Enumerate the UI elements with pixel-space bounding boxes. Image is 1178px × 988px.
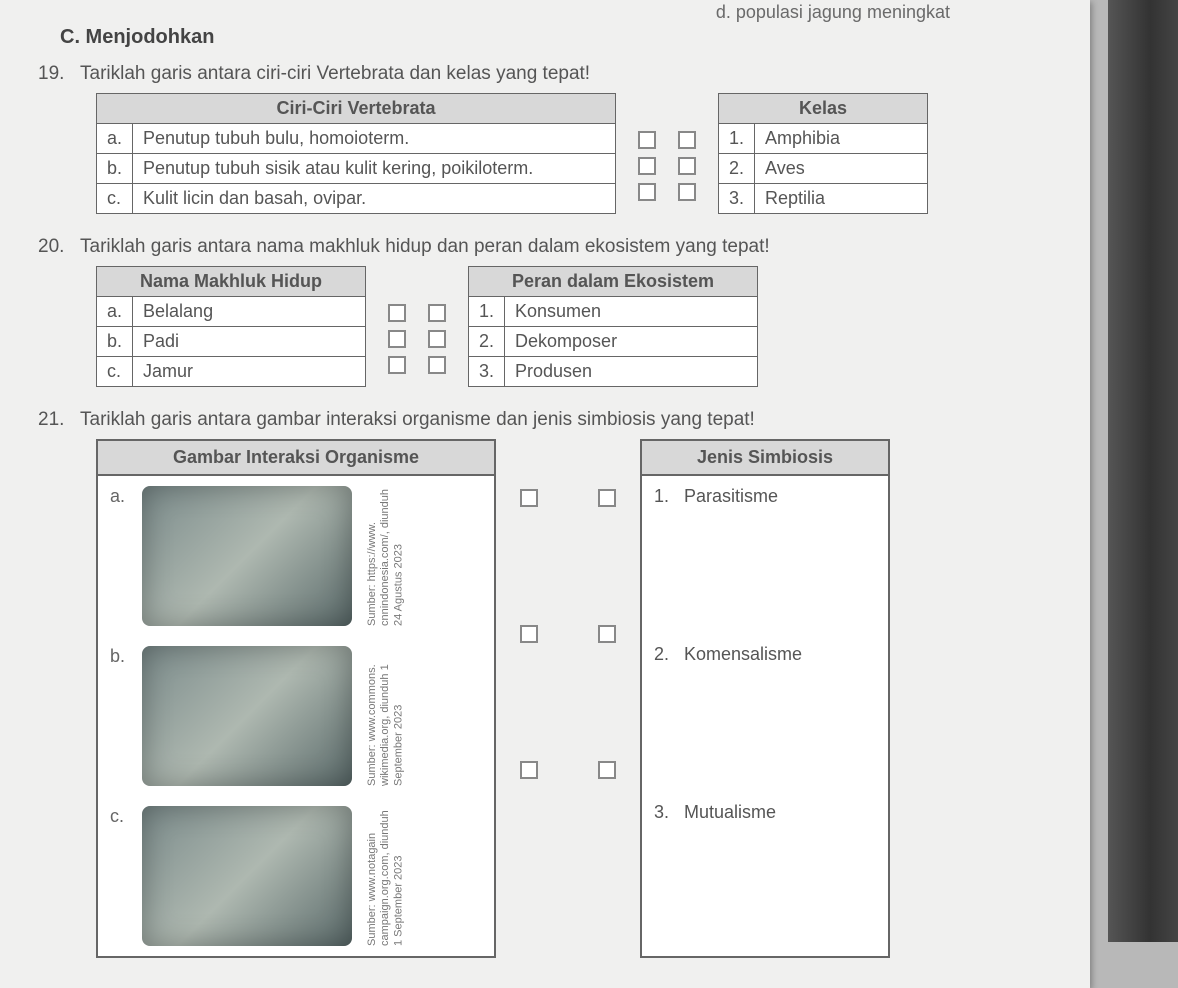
image-source: Sumber: www.commons. wikimedia.org, diun… [366, 646, 406, 786]
checkbox[interactable] [598, 761, 616, 779]
q20-right-header: Peran dalam Ekosistem [469, 267, 758, 297]
q21-left-header: Gambar Interaksi Organisme [98, 441, 494, 476]
checkbox[interactable] [428, 356, 446, 374]
q20-right-table: Peran dalam Ekosistem 1.Konsumen 2.Dekom… [468, 266, 758, 387]
image-row-a: a. Sumber: https://www. cnnindonesia.com… [98, 476, 494, 636]
worksheet-page: d. populasi jagung meningkat C. Menjodoh… [0, 0, 1090, 988]
image-source: Sumber: https://www. cnnindonesia.com/, … [366, 486, 406, 626]
checkbox[interactable] [388, 356, 406, 374]
q19-left-header: Ciri-Ciri Vertebrata [97, 94, 616, 124]
q20-text: Tariklah garis antara nama makhluk hidup… [80, 236, 1060, 258]
table-row: a.Belalang [97, 297, 366, 327]
checkbox[interactable] [520, 489, 538, 507]
checkbox[interactable] [598, 489, 616, 507]
checkbox[interactable] [598, 625, 616, 643]
q21-matching: Gambar Interaksi Organisme a. Sumber: ht… [96, 439, 1060, 958]
checkbox[interactable] [388, 330, 406, 348]
q20-left-header: Nama Makhluk Hidup [97, 267, 366, 297]
table-row: 2.Aves [719, 154, 928, 184]
q19-number: 19. [38, 63, 70, 85]
checkbox[interactable] [520, 625, 538, 643]
checkbox[interactable] [520, 761, 538, 779]
q20-number: 20. [38, 236, 70, 258]
q21-right-table: Jenis Simbiosis 1. Parasitisme 2. Komens… [640, 439, 890, 958]
q21-number: 21. [38, 409, 70, 431]
q21-right-header: Jenis Simbiosis [642, 441, 888, 476]
table-row: 3.Reptilia [719, 184, 928, 214]
table-row: 3. Mutualisme [642, 792, 888, 942]
question-21: 21. Tariklah garis antara gambar interak… [38, 409, 1060, 431]
table-row: a.Penutup tubuh bulu, homoioterm. [97, 124, 616, 154]
table-row: c.Jamur [97, 357, 366, 387]
image-source: Sumber: www.notagain campaign.org.com, d… [366, 806, 406, 946]
checkbox[interactable] [428, 330, 446, 348]
checkbox[interactable] [678, 157, 696, 175]
q19-right-header: Kelas [719, 94, 928, 124]
q19-right-table: Kelas 1.Amphibia 2.Aves 3.Reptilia [718, 93, 928, 214]
checkbox[interactable] [678, 183, 696, 201]
q19-right-checks [678, 93, 696, 201]
question-20: 20. Tariklah garis antara nama makhluk h… [38, 236, 1060, 258]
page-edge [1108, 0, 1178, 942]
image-row-b: b. Sumber: www.commons. wikimedia.org, d… [98, 636, 494, 796]
table-row: 1. Parasitisme [642, 476, 888, 634]
table-row: 2.Dekomposer [469, 327, 758, 357]
checkbox[interactable] [638, 183, 656, 201]
organism-image [142, 486, 352, 626]
table-row: 1.Konsumen [469, 297, 758, 327]
table-row: 2. Komensalisme [642, 634, 888, 792]
q20-left-table: Nama Makhluk Hidup a.Belalang b.Padi c.J… [96, 266, 366, 387]
q21-text: Tariklah garis antara gambar interaksi o… [80, 409, 1060, 431]
question-19: 19. Tariklah garis antara ciri-ciri Vert… [38, 63, 1060, 85]
table-row: b.Penutup tubuh sisik atau kulit kering,… [97, 154, 616, 184]
checkbox[interactable] [388, 304, 406, 322]
section-c-heading: C. Menjodohkan [60, 26, 1060, 49]
organism-image [142, 646, 352, 786]
q19-left-table: Ciri-Ciri Vertebrata a.Penutup tubuh bul… [96, 93, 616, 214]
q21-check-column [520, 439, 616, 958]
q21-left-table: Gambar Interaksi Organisme a. Sumber: ht… [96, 439, 496, 958]
checkbox[interactable] [638, 131, 656, 149]
q20-right-checks [428, 266, 446, 374]
q19-left-checks [638, 93, 656, 201]
q19-matching: Ciri-Ciri Vertebrata a.Penutup tubuh bul… [96, 93, 1060, 214]
table-row: 1.Amphibia [719, 124, 928, 154]
q20-matching: Nama Makhluk Hidup a.Belalang b.Padi c.J… [96, 266, 1060, 387]
table-row: c.Kulit licin dan basah, ovipar. [97, 184, 616, 214]
checkbox[interactable] [428, 304, 446, 322]
q20-left-checks [388, 266, 406, 374]
checkbox[interactable] [638, 157, 656, 175]
organism-image [142, 806, 352, 946]
checkbox[interactable] [678, 131, 696, 149]
q19-text: Tariklah garis antara ciri-ciri Vertebra… [80, 63, 1060, 85]
table-row: 3.Produsen [469, 357, 758, 387]
option-d-text: d. populasi jagung meningkat [716, 2, 950, 23]
image-row-c: c. Sumber: www.notagain campaign.org.com… [98, 796, 494, 956]
table-row: b.Padi [97, 327, 366, 357]
